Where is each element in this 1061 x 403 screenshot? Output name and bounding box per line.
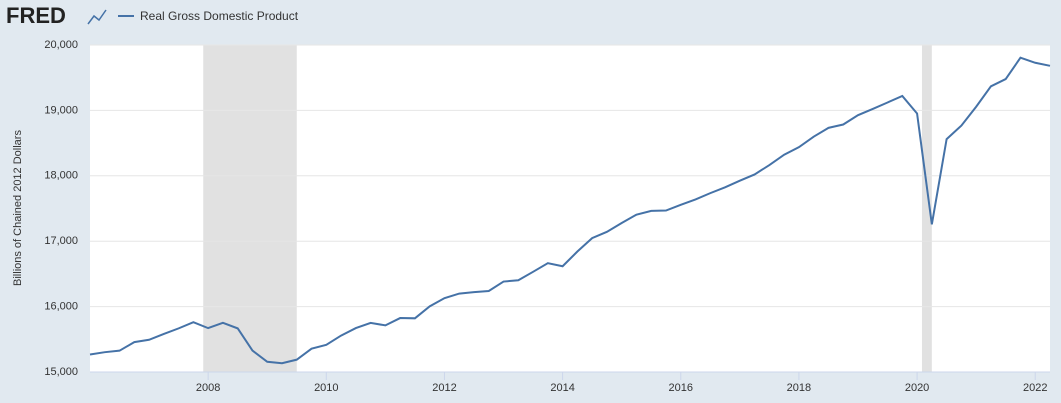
x-tick-label: 2014 — [550, 382, 574, 394]
x-tick-label: 2018 — [787, 382, 811, 394]
y-tick-label: 17,000 — [44, 235, 78, 247]
legend-label: Real Gross Domestic Product — [140, 9, 299, 23]
y-tick-label: 15,000 — [44, 366, 78, 378]
y-tick-label: 20,000 — [44, 39, 78, 51]
x-tick-label: 2020 — [905, 382, 929, 394]
x-tick-label: 2008 — [196, 382, 220, 394]
y-axis-label: Billions of Chained 2012 Dollars — [12, 130, 24, 286]
x-tick-label: 2022 — [1023, 382, 1047, 394]
x-tick-label: 2016 — [669, 382, 693, 394]
y-tick-label: 18,000 — [44, 170, 78, 182]
logo: FRED — [6, 3, 66, 28]
logo-icon — [87, 9, 107, 25]
x-tick-label: 2012 — [432, 382, 456, 394]
recession-band — [203, 45, 297, 372]
data-line — [89, 56, 1051, 365]
y-tick-label: 16,000 — [44, 301, 78, 313]
recession-band — [921, 45, 932, 372]
y-tick-label: 19,000 — [44, 104, 78, 116]
x-tick-label: 2010 — [314, 382, 338, 394]
